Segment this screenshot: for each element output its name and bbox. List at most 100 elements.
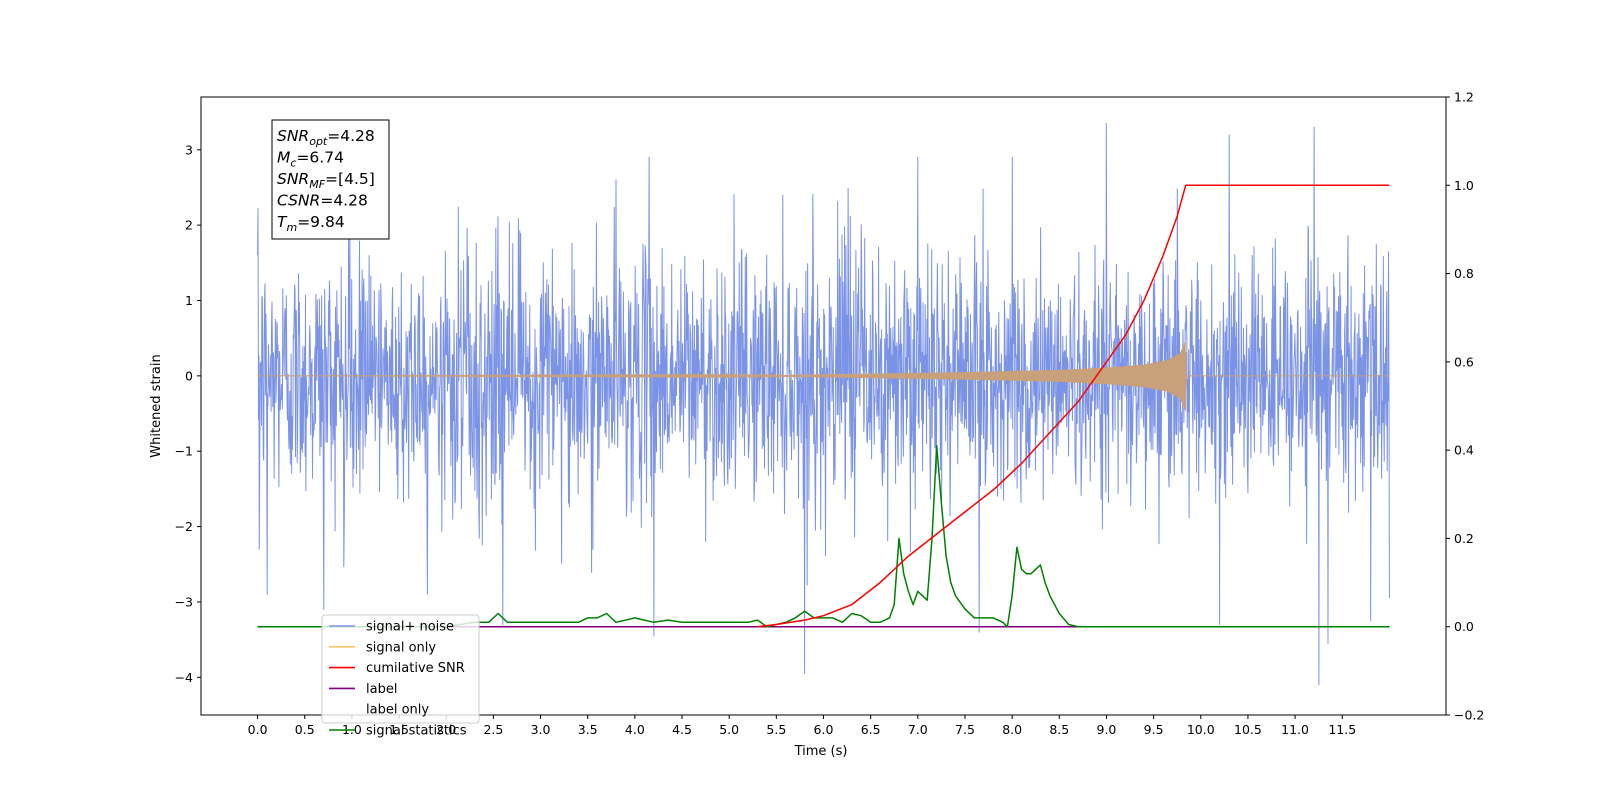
x-tick: 6.0: [814, 715, 834, 737]
y-right-tick: 1.0: [1446, 178, 1474, 193]
y-right-tick-label: 0.4: [1454, 443, 1474, 458]
y-left-tick: 3: [185, 142, 201, 157]
x-axis: 0.0 0.5 1.0 1.5 2.0 2.5 3.0 3.5 4.0 4.5 5.0 5.5 6.0 6…: [248, 715, 1356, 737]
x-tick: 10.0: [1187, 715, 1215, 737]
x-tick-label: 10.0: [1187, 722, 1215, 737]
x-axis-label: Time (s): [794, 744, 848, 759]
x-tick: 3.5: [578, 715, 598, 737]
x-tick-label: 3.0: [531, 722, 551, 737]
x-tick-label: 4.0: [625, 722, 645, 737]
x-tick-label: 6.0: [814, 722, 834, 737]
x-tick: 3.0: [531, 715, 551, 737]
annotation-line: CSNR=4.28: [277, 192, 368, 210]
series-signal-statistics-line: [257, 444, 1390, 628]
x-tick-label: 6.5: [861, 722, 881, 737]
y-right-tick: 1.2: [1446, 90, 1474, 105]
legend-label: label only: [366, 703, 429, 718]
series-signal-only-line: [257, 341, 1390, 412]
x-tick-label: 0.5: [295, 722, 315, 737]
x-tick: 11.5: [1328, 715, 1356, 737]
series-signal-noise-line: [257, 122, 1390, 686]
y-right-tick: 0.8: [1446, 266, 1474, 281]
x-tick-label: 11.5: [1328, 722, 1356, 737]
annotation-line: SNRopt=4.28: [277, 127, 375, 148]
y-right-tick-label: 0.2: [1454, 531, 1474, 546]
y-axis-left-label: Whitened strain: [149, 354, 164, 457]
x-tick-label: 11.0: [1281, 722, 1309, 737]
x-tick-label: 10.5: [1234, 722, 1262, 737]
y-left-tick: 0: [185, 368, 201, 383]
y-left-tick: −3: [175, 594, 201, 609]
x-tick: 10.5: [1234, 715, 1262, 737]
x-tick: 11.0: [1281, 715, 1309, 737]
x-tick-label: 5.5: [766, 722, 786, 737]
legend-label: signal+ noise: [366, 620, 454, 635]
x-tick-label: 7.5: [955, 722, 975, 737]
x-tick: 8.0: [1002, 715, 1022, 737]
x-tick-label: 5.0: [719, 722, 739, 737]
x-tick-label: 3.5: [578, 722, 598, 737]
x-tick: 5.0: [719, 715, 739, 737]
legend-entry: cumilative SNR: [329, 661, 465, 676]
y-right-tick: 0.2: [1446, 531, 1474, 546]
y-left-tick-label: 3: [185, 142, 193, 157]
y-axis-right: 1.2 1.0 0.8 0.6 0.4 0.2 0.0 −0.2: [1446, 90, 1484, 723]
x-tick: 6.5: [861, 715, 881, 737]
y-right-tick-label: −0.2: [1454, 708, 1484, 723]
x-tick: 5.5: [766, 715, 786, 737]
y-left-tick-label: 0: [185, 368, 193, 383]
y-left-tick: −1: [175, 444, 201, 459]
x-tick-label: 9.0: [1097, 722, 1117, 737]
legend-label: cumilative SNR: [366, 661, 465, 676]
x-tick-label: 2.0: [436, 722, 456, 737]
x-tick: 0.5: [295, 715, 315, 737]
x-tick-label: 0.0: [248, 722, 268, 737]
y-right-tick: 0.4: [1446, 443, 1474, 458]
y-right-tick-label: 0.6: [1454, 354, 1474, 369]
y-left-tick-label: −1: [175, 444, 193, 459]
x-tick-label: 8.0: [1002, 722, 1022, 737]
legend-entry: label only: [366, 703, 429, 718]
annotation-line: Mc=6.74: [277, 149, 344, 170]
y-left-tick-label: −3: [175, 594, 193, 609]
y-axis-left: 3 2 1 0 −1 −2 −3 −4: [175, 142, 201, 685]
y-left-tick: 2: [185, 218, 201, 233]
x-tick: 9.0: [1097, 715, 1117, 737]
legend-entry: label: [329, 682, 397, 697]
legend: signal+ noise signal only cumilative SNR la…: [321, 614, 480, 739]
x-tick: 0.0: [248, 715, 268, 737]
y-right-tick: 0.0: [1446, 619, 1474, 634]
y-right-tick: 0.6: [1446, 354, 1474, 369]
series-cumulative-snr-line: [757, 184, 1390, 628]
y-right-tick: −0.2: [1446, 708, 1484, 723]
x-tick-label: 4.5: [672, 722, 692, 737]
y-left-tick-label: 1: [185, 293, 193, 308]
y-left-tick-label: −2: [175, 519, 193, 534]
x-tick-label: 9.5: [1144, 722, 1164, 737]
y-right-tick-label: 0.8: [1454, 266, 1474, 281]
x-tick-label: 7.0: [908, 722, 928, 737]
legend-entry: signal+ noise: [329, 620, 454, 635]
x-tick: 7.5: [955, 715, 975, 737]
annotation-line: Tm=9.84: [277, 213, 345, 234]
y-right-tick-label: 1.2: [1454, 90, 1474, 105]
x-tick-label: 8.5: [1049, 722, 1069, 737]
x-tick-label: 1.5: [389, 722, 409, 737]
y-left-tick-label: −4: [175, 670, 193, 685]
legend-entry: signal statistics: [329, 724, 467, 739]
x-tick-label: 2.5: [483, 722, 503, 737]
x-tick: 4.0: [625, 715, 645, 737]
y-left-tick-label: 2: [185, 218, 193, 233]
annotation-line: SNRMF=[4.5]: [277, 170, 375, 191]
y-right-tick-label: 1.0: [1454, 178, 1474, 193]
legend-entry: signal only: [329, 640, 436, 655]
y-left-tick: −2: [175, 519, 201, 534]
x-tick: 9.5: [1144, 715, 1164, 737]
x-tick: 7.0: [908, 715, 928, 737]
y-right-tick-label: 0.0: [1454, 619, 1474, 634]
legend-label: signal statistics: [366, 724, 467, 739]
y-left-tick: −4: [175, 670, 201, 685]
y-left-tick: 1: [185, 293, 201, 308]
